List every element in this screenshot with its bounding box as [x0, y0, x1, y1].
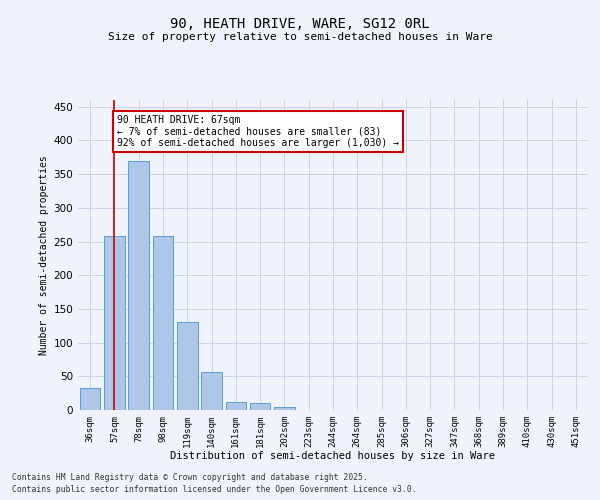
Text: 90 HEATH DRIVE: 67sqm
← 7% of semi-detached houses are smaller (83)
92% of semi-: 90 HEATH DRIVE: 67sqm ← 7% of semi-detac… — [117, 115, 399, 148]
Bar — [128, 160, 149, 410]
X-axis label: Distribution of semi-detached houses by size in Ware: Distribution of semi-detached houses by … — [170, 452, 496, 462]
Bar — [274, 406, 295, 410]
Bar — [201, 372, 222, 410]
Bar — [152, 236, 173, 410]
Bar — [250, 404, 271, 410]
Y-axis label: Number of semi-detached properties: Number of semi-detached properties — [39, 155, 49, 355]
Text: Contains public sector information licensed under the Open Government Licence v3: Contains public sector information licen… — [12, 485, 416, 494]
Bar — [177, 322, 197, 410]
Bar — [104, 236, 125, 410]
Bar — [80, 388, 100, 410]
Text: Size of property relative to semi-detached houses in Ware: Size of property relative to semi-detach… — [107, 32, 493, 42]
Text: 90, HEATH DRIVE, WARE, SG12 0RL: 90, HEATH DRIVE, WARE, SG12 0RL — [170, 18, 430, 32]
Bar — [226, 402, 246, 410]
Text: Contains HM Land Registry data © Crown copyright and database right 2025.: Contains HM Land Registry data © Crown c… — [12, 474, 368, 482]
